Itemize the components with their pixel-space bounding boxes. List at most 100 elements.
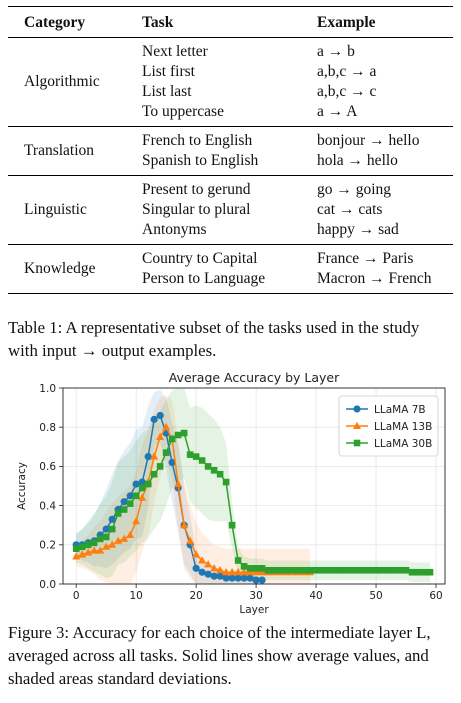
data-point	[283, 567, 290, 574]
data-point	[289, 567, 296, 574]
data-point	[337, 567, 344, 574]
data-point	[187, 451, 194, 458]
legend-marker	[354, 440, 361, 447]
data-point	[223, 479, 230, 486]
data-point	[109, 526, 116, 533]
data-point	[253, 565, 260, 572]
task-example: hola → hello	[317, 151, 449, 171]
data-point	[151, 471, 158, 478]
table-group: Translation French to English Spanish to E…	[8, 127, 453, 176]
category-cell: Algorithmic	[8, 38, 138, 127]
task-table-container: Category Task Example Algorithmic Next le…	[8, 6, 453, 294]
table-row: Linguistic Present to gerund Singular to p…	[8, 176, 453, 245]
header-example: Example	[313, 7, 453, 38]
data-point	[343, 567, 350, 574]
y-tick-label: 0.6	[39, 461, 56, 473]
y-axis-label: Accuracy	[16, 462, 28, 510]
data-point	[127, 500, 134, 507]
task-example: go → going	[317, 180, 449, 200]
data-point	[258, 576, 265, 583]
data-point	[199, 457, 206, 464]
task-name: Next letter	[142, 42, 309, 62]
data-point	[121, 506, 128, 513]
header-category: Category	[8, 7, 138, 38]
table-header-row: Category Task Example	[8, 7, 453, 38]
x-tick-label: 50	[369, 590, 382, 602]
task-name: To uppercase	[142, 102, 309, 122]
task-cell: Next letter List first List last To upperca…	[138, 38, 313, 127]
x-tick-label: 20	[189, 590, 202, 602]
data-point	[355, 567, 362, 574]
data-point	[157, 412, 164, 419]
data-point	[127, 492, 134, 499]
data-point	[229, 522, 236, 529]
data-point	[181, 430, 188, 437]
data-point	[307, 567, 314, 574]
table-group: Knowledge Country to Capital Person to Lan…	[8, 245, 453, 294]
data-point	[139, 485, 146, 492]
task-name: List last	[142, 82, 309, 102]
task-name: Present to gerund	[142, 180, 309, 200]
category-cell: Knowledge	[8, 245, 138, 294]
data-point	[145, 481, 152, 488]
task-name: Person to Language	[142, 269, 309, 289]
task-example: bonjour → hello	[317, 131, 449, 151]
accuracy-by-layer-chart: 0 10 20 30 40 50 60 0.0 0.2 0.4 0.6 0.8 1.0 Average A…	[8, 366, 453, 616]
figure-caption: Figure 3: Accuracy for each choice of th…	[8, 621, 453, 690]
data-point	[421, 569, 428, 576]
data-point	[73, 545, 80, 552]
legend-marker	[353, 405, 360, 412]
data-point	[151, 416, 158, 423]
data-point	[103, 526, 110, 533]
data-point	[133, 493, 140, 500]
task-example: a → A	[317, 102, 449, 122]
x-tick-label: 30	[249, 590, 262, 602]
data-point	[367, 567, 374, 574]
x-tick-label: 40	[309, 590, 322, 602]
task-name: French to English	[142, 131, 309, 151]
data-point	[85, 542, 92, 549]
data-point	[415, 569, 422, 576]
data-point	[427, 569, 434, 576]
data-point	[259, 565, 266, 572]
task-example: a,b,c → a	[317, 62, 449, 82]
data-point	[331, 567, 338, 574]
data-point	[211, 467, 218, 474]
example-cell: France → Paris Macron → French	[313, 245, 453, 294]
y-tick-label: 0.0	[39, 579, 56, 591]
x-tick-label: 0	[73, 590, 80, 602]
task-name: Antonyms	[142, 220, 309, 240]
table-row: Algorithmic Next letter List first List las…	[8, 38, 453, 127]
chart-title: Average Accuracy by Layer	[169, 370, 340, 385]
table-caption: Table 1: A representative subset of the …	[8, 316, 453, 362]
data-point	[271, 567, 278, 574]
data-point	[157, 463, 164, 470]
x-tick-label: 60	[429, 590, 442, 602]
data-point	[301, 567, 308, 574]
legend-label: LLaMA 13B	[374, 421, 432, 433]
data-point	[121, 498, 128, 505]
task-example: France → Paris	[317, 249, 449, 269]
data-point	[397, 567, 404, 574]
legend-label: LLaMA 7B	[374, 404, 426, 416]
example-cell: go → going cat → cats happy → sad	[313, 176, 453, 245]
header-task: Task	[138, 7, 313, 38]
data-point	[205, 463, 212, 470]
data-point	[349, 567, 356, 574]
table-row: Translation French to English Spanish to E…	[8, 127, 453, 176]
data-point	[325, 567, 332, 574]
task-cell: Present to gerund Singular to plural Anton…	[138, 176, 313, 245]
legend-label: LLaMA 30B	[374, 438, 432, 450]
task-name: List first	[142, 62, 309, 82]
data-point	[97, 536, 104, 543]
table-row: Knowledge Country to Capital Person to Lan…	[8, 245, 453, 294]
data-point	[295, 567, 302, 574]
task-cell: French to English Spanish to English	[138, 127, 313, 176]
y-tick-label: 0.2	[39, 540, 56, 552]
data-point	[163, 449, 170, 456]
task-example: cat → cats	[317, 200, 449, 220]
data-point	[241, 563, 248, 570]
data-point	[193, 565, 200, 572]
data-point	[403, 567, 410, 574]
data-point	[169, 436, 176, 443]
